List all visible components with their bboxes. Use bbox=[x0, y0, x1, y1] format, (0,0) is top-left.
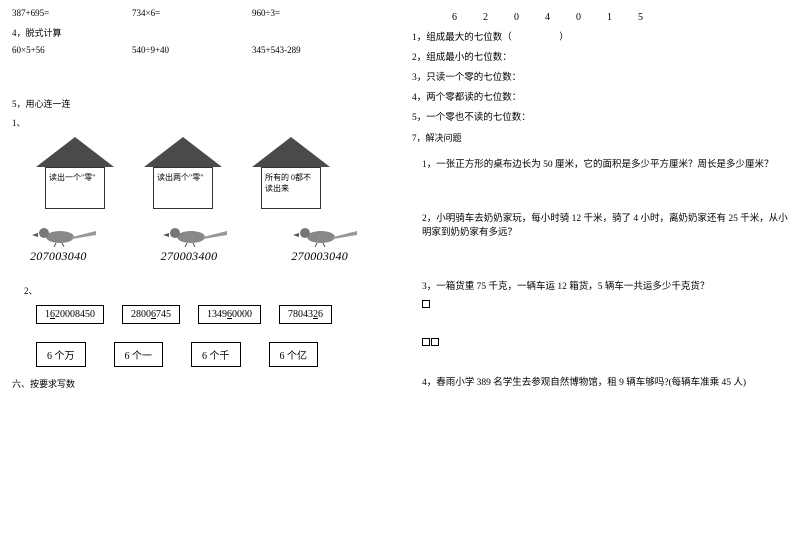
numbox-suf: 0000 bbox=[232, 309, 252, 320]
unit-box: 6 个万 bbox=[36, 342, 86, 367]
expr: 734×6= bbox=[132, 8, 252, 18]
expr: 60×5+56 bbox=[12, 45, 132, 55]
bird-number: 270003400 bbox=[161, 249, 258, 264]
bird-number: 270003040 bbox=[291, 249, 388, 264]
numbox-suf: 20008450 bbox=[55, 309, 95, 320]
house-label: 读出两个"零" bbox=[153, 167, 213, 209]
house-item: 所有的 0都不读出来 bbox=[252, 137, 330, 209]
compose-line: 1，组成最大的七位数（ ） bbox=[412, 31, 788, 45]
unit-box: 6 个一 bbox=[114, 342, 164, 367]
digit: 2 bbox=[483, 12, 488, 23]
number-boxes-row: 1620008450 28006745 134960000 7804326 bbox=[36, 305, 388, 324]
numbox-suf: 745 bbox=[156, 309, 171, 320]
house-group: 读出一个"零" 读出两个"零" 所有的 0都不读出来 bbox=[36, 137, 388, 209]
numbox-pre: 1349 bbox=[207, 309, 227, 320]
roof-icon bbox=[144, 137, 222, 167]
arithmetic-row-1: 387+695= 734×6= 960÷3= bbox=[12, 8, 388, 18]
sub-label-2: 2、 bbox=[24, 284, 388, 297]
number-box: 1620008450 bbox=[36, 305, 104, 324]
house-label: 所有的 0都不读出来 bbox=[261, 167, 321, 209]
number-box: 7804326 bbox=[279, 305, 332, 324]
sub-label-1: 1、 bbox=[12, 116, 388, 129]
question-3: 3，一箱货重 75 千克，一辆车运 12 箱货，5 辆车一共运多少千克货？ bbox=[422, 280, 788, 294]
digit: 0 bbox=[576, 12, 581, 23]
expr: 345+543-289 bbox=[252, 45, 372, 55]
bird-item: 270003400 bbox=[161, 223, 258, 264]
answer-box-row bbox=[422, 300, 788, 310]
digit-row: 6 2 0 4 0 1 5 bbox=[452, 12, 788, 23]
bird-item: 270003040 bbox=[291, 223, 388, 264]
digit: 5 bbox=[638, 12, 643, 23]
right-column: 6 2 0 4 0 1 5 1，组成最大的七位数（ ） 2，组成最小的七位数： … bbox=[400, 0, 800, 554]
arithmetic-row-2: 60×5+56 540÷9+40 345+543-289 bbox=[12, 45, 388, 55]
digit: 0 bbox=[514, 12, 519, 23]
question-2: 2，小明骑车去奶奶家玩，每小时骑 12 千米，骑了 4 小时，离奶奶家还有 25… bbox=[422, 212, 788, 240]
numbox-suf: 6 bbox=[318, 309, 323, 320]
left-column: 387+695= 734×6= 960÷3= 4，脱式计算 60×5+56 54… bbox=[0, 0, 400, 554]
question-4: 4，春雨小学 389 名学生去参观自然博物馆，租 9 辆车够吗?(每辆车准乘 4… bbox=[422, 376, 788, 390]
house-item: 读出两个"零" bbox=[144, 137, 222, 209]
section-5-title: 5，用心连一连 bbox=[12, 97, 388, 110]
roof-icon bbox=[36, 137, 114, 167]
unit-boxes-row: 6 个万 6 个一 6 个千 6 个亿 bbox=[36, 342, 388, 367]
digit: 1 bbox=[607, 12, 612, 23]
numbox-pre: 2800 bbox=[131, 309, 151, 320]
section-4-title: 4，脱式计算 bbox=[12, 26, 388, 39]
roof-icon bbox=[252, 137, 330, 167]
square-icon bbox=[422, 300, 430, 308]
expr: 540÷9+40 bbox=[132, 45, 252, 55]
bird-row: 207003040 270003400 270003040 bbox=[30, 223, 388, 264]
numbox-pre: 78043 bbox=[288, 309, 313, 320]
section-7-title: 7，解决问题 bbox=[412, 131, 788, 144]
compose-line: 5，一个零也不读的七位数： bbox=[412, 111, 788, 125]
section-6-title: 六、按要求写数 bbox=[12, 377, 388, 390]
bird-number: 207003040 bbox=[30, 249, 127, 264]
unit-box: 6 个千 bbox=[191, 342, 241, 367]
house-label: 读出一个"零" bbox=[45, 167, 105, 209]
bird-item: 207003040 bbox=[30, 223, 127, 264]
square-icon bbox=[422, 338, 430, 346]
bird-icon bbox=[291, 223, 361, 247]
digit: 4 bbox=[545, 12, 550, 23]
question-3-block: 3，一箱货重 75 千克，一辆车运 12 箱货，5 辆车一共运多少千克货？ bbox=[412, 280, 788, 348]
bird-icon bbox=[30, 223, 100, 247]
square-icon bbox=[431, 338, 439, 346]
question-1: 1，一张正方形的桌布边长为 50 厘米，它的面积是多少平方厘米？周长是多少厘米？ bbox=[422, 158, 788, 172]
digit: 6 bbox=[452, 12, 457, 23]
compose-line: 4，两个零都读的七位数： bbox=[412, 91, 788, 105]
compose-line: 2，组成最小的七位数： bbox=[412, 51, 788, 65]
unit-box: 6 个亿 bbox=[269, 342, 319, 367]
expr: 387+695= bbox=[12, 8, 132, 18]
number-box: 28006745 bbox=[122, 305, 180, 324]
bird-icon bbox=[161, 223, 231, 247]
answer-box-row bbox=[422, 338, 788, 348]
expr: 960÷3= bbox=[252, 8, 372, 18]
compose-line: 3，只读一个零的七位数： bbox=[412, 71, 788, 85]
number-box: 134960000 bbox=[198, 305, 261, 324]
house-item: 读出一个"零" bbox=[36, 137, 114, 209]
